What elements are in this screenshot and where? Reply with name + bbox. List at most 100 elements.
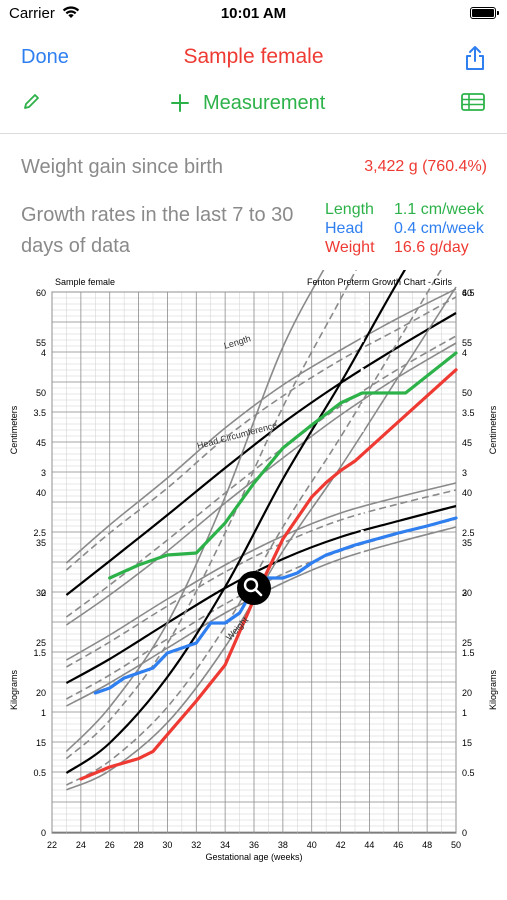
kg-tick-label-left: 4 [41,348,46,358]
kg-tick-label-left: 3 [41,468,46,478]
kg-tick-label-right: 3 [462,468,467,478]
x-tick-label: 30 [162,840,172,850]
cm-tick-label-left: 55 [36,338,46,348]
x-tick-label: 26 [105,840,115,850]
page-title: Sample female [183,45,324,68]
kg-tick-label-right: 1.5 [462,648,475,658]
y-axis-title-kilograms-right: Kilograms [488,669,498,710]
magnifier-icon [243,577,263,597]
table-icon[interactable] [461,93,485,111]
weight-reference-p3 [66,286,457,791]
rate-row-length: Length 1.1 cm/week [325,200,484,219]
rate-value: 1.1 cm/week [394,201,484,218]
rate-value: 0.4 cm/week [394,220,484,237]
growth-rates-label-line1: Growth rates in the last 7 to 30 [21,204,294,226]
rate-row-weight: Weight 16.6 g/day [325,238,484,257]
series-length [108,351,458,580]
x-tick-label: 44 [364,840,374,850]
x-axis-title: Gestational age (weeks) [205,852,302,862]
divider [0,133,507,134]
kg-tick-label-left: 0.5 [33,768,46,778]
wifi-icon [62,6,80,18]
cm-tick-label-right: 50 [462,388,472,398]
kg-tick-label-left: 0 [41,828,46,838]
cm-tick-label-left: 40 [36,488,46,498]
growth-rates-label-line2: days of data [21,235,130,257]
chart-grid [51,291,457,834]
x-tick-label: 36 [249,840,259,850]
head-reference-p97 [65,482,457,661]
y-axis-title-kilograms-left: Kilograms [9,669,19,710]
kg-tick-label-right: 4 [462,348,467,358]
cm-tick-label-right: 25 [462,638,472,648]
share-icon[interactable] [464,45,486,71]
x-tick-label: 50 [451,840,461,850]
cm-tick-label-right: 30 [462,588,472,598]
cm-tick-label-left: 50 [36,388,46,398]
carrier-label: Carrier [9,5,55,22]
head-reference-p90 [65,489,457,668]
cm-tick-label-right: 45 [462,438,472,448]
plus-icon [171,94,189,112]
kg-tick-label-right: 4.5 [462,288,475,298]
cm-tick-label-right: 20 [462,688,472,698]
rate-name: Head [325,220,364,237]
cm-tick-label-left: 20 [36,688,46,698]
cm-tick-label-right: 60 [462,288,472,298]
cm-tick-label-right: 15 [462,738,472,748]
x-tick-label: 42 [336,840,346,850]
x-tick-label: 40 [307,840,317,850]
cm-tick-label-right: 55 [462,338,472,348]
length-reference-p97 [65,288,457,564]
cm-tick-label-left: 35 [36,538,46,548]
cm-tick-label-left: 15 [36,738,46,748]
rate-value: 16.6 g/day [394,239,469,256]
weight-gain-label: Weight gain since birth [21,156,223,178]
add-measurement-button[interactable]: Measurement [170,90,325,116]
growth-rates-label: Growth rates in the last 7 to 30 days of… [21,200,321,262]
series-weight [79,368,458,781]
kg-tick-label-left: 1 [41,708,46,718]
kg-tick-label-left: 3.5 [33,408,46,418]
edit-pencil-icon[interactable] [22,93,40,111]
x-tick-label: 38 [278,840,288,850]
clock: 10:01 AM [220,5,287,22]
cm-tick-label-left: 30 [36,588,46,598]
y-axis-title-centimeters-left: Centimeters [9,405,19,454]
x-tick-label: 34 [220,840,230,850]
kg-tick-label-right: 1 [462,708,467,718]
rate-name: Length [325,201,374,218]
x-tick-label: 32 [191,840,201,850]
chart-title-left: Sample female [55,277,115,287]
kg-tick-label-right: 2 [462,588,467,598]
x-tick-label: 46 [393,840,403,850]
weight-gain-value: 3,422 g (760.4%) [364,158,487,175]
kg-tick-label-right: 2.5 [462,528,475,538]
cm-tick-label-right: 35 [462,538,472,548]
x-tick-label: 22 [47,840,57,850]
weight-reference-p50 [65,270,407,774]
done-button[interactable]: Done [21,46,69,68]
kg-tick-label-right: 0 [462,828,467,838]
battery-icon [470,7,499,19]
kg-tick-label-right: 0.5 [462,768,475,778]
cm-tick-label-left: 45 [36,438,46,448]
cm-tick-label-right: 40 [462,488,472,498]
cm-tick-label-left: 25 [36,638,46,648]
kg-tick-label-left: 2.5 [33,528,46,538]
x-tick-label: 28 [134,840,144,850]
kg-tick-label-right: 3.5 [462,408,475,418]
measurement-label: Measurement [203,91,326,114]
rate-row-head: Head 0.4 cm/week [325,219,484,238]
growth-rates-list: Length 1.1 cm/week Head 0.4 cm/week Weight… [325,200,484,257]
cm-tick-label-left: 60 [36,288,46,298]
kg-tick-label-left: 2 [41,588,46,598]
rate-name: Weight [325,239,375,256]
length-reference-p10 [65,335,457,618]
chart-title-right: Fenton Preterm Growth Chart - Girls [307,277,453,287]
zoom-button[interactable] [237,571,271,605]
x-tick-label: 48 [422,840,432,850]
x-tick-label: 24 [76,840,86,850]
